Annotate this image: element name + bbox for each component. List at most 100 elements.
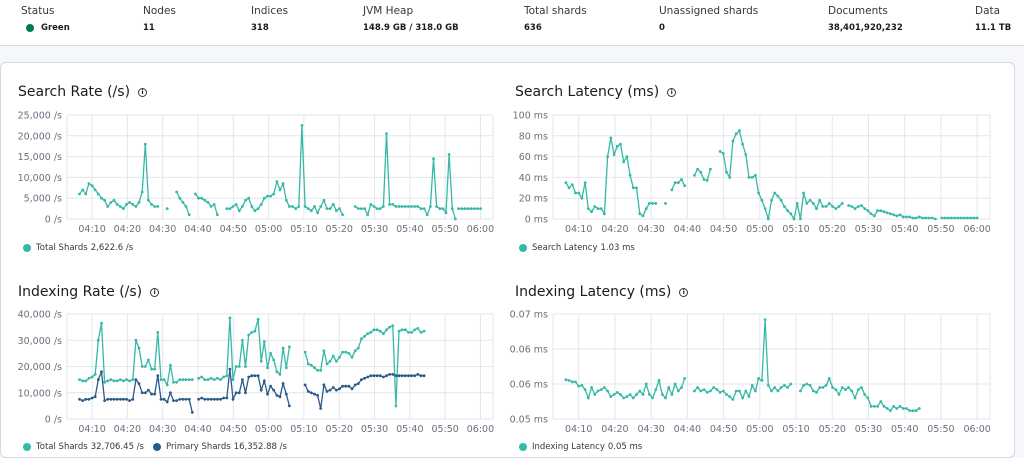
data-point <box>203 198 207 202</box>
x-tick-label: 05:20 <box>326 424 353 435</box>
info-icon[interactable]: i <box>150 287 160 297</box>
info-icon[interactable]: i <box>138 87 148 97</box>
data-point <box>200 375 204 379</box>
data-point <box>206 201 210 204</box>
data-point <box>125 203 128 206</box>
y-tick-label: 20 ms <box>519 194 548 205</box>
data-point <box>140 190 144 194</box>
data-point <box>934 217 937 221</box>
data-point <box>818 386 822 389</box>
data-point <box>190 411 194 414</box>
data-point <box>889 212 892 216</box>
data-point <box>847 204 850 207</box>
data-point <box>366 213 370 217</box>
data-point <box>172 399 175 402</box>
chart-0: 0 /s 5,000 /s 10,000 /s 15,000 /s 20,000 /s 2… <box>18 111 495 236</box>
data-point <box>112 379 116 383</box>
data-point <box>612 393 616 396</box>
data-point <box>702 178 706 181</box>
data-point <box>670 393 674 396</box>
x-tick-label: 05:00 <box>746 224 773 235</box>
x-tick-label: 05:40 <box>891 224 918 235</box>
data-point <box>184 378 188 381</box>
data-point <box>564 378 568 382</box>
stat-value-text: 11 <box>143 23 155 33</box>
data-point <box>407 374 410 378</box>
legend-item[interactable]: Indexing Latency 0.05 ms <box>519 442 642 452</box>
stat-value: 11.1 TB <box>975 23 1011 33</box>
data-point <box>895 407 899 410</box>
data-point <box>244 365 247 368</box>
data-point <box>81 188 85 192</box>
data-point <box>134 205 138 208</box>
data-point <box>228 207 232 211</box>
chart-title-text: Indexing Latency (ms) <box>515 284 672 300</box>
data-point <box>811 389 815 393</box>
data-point <box>586 207 590 211</box>
x-tick-label: 04:20 <box>114 224 141 235</box>
data-point <box>309 391 313 395</box>
data-point <box>259 359 263 363</box>
info-icon[interactable]: i <box>667 87 677 97</box>
data-point <box>147 388 150 392</box>
legend-item[interactable]: Primary Shards 16,352.88 /s <box>152 442 287 452</box>
y-tick-label: 0 /s <box>45 415 62 426</box>
data-point <box>96 338 100 342</box>
data-point <box>574 380 577 384</box>
data-point <box>676 181 680 185</box>
legend-item[interactable]: Search Latency 1.03 ms <box>519 243 635 253</box>
data-point <box>244 391 247 395</box>
data-point <box>570 380 574 384</box>
series-line <box>198 369 291 407</box>
data-point <box>178 196 182 200</box>
legend-item[interactable]: Total Shards 32,706.45 /s <box>23 442 144 452</box>
data-point <box>410 374 413 378</box>
data-point <box>153 205 157 208</box>
data-point <box>134 338 138 342</box>
data-point <box>84 397 88 401</box>
data-point <box>895 214 899 218</box>
stat-value-text: 0 <box>659 23 665 33</box>
info-icon[interactable]: i <box>679 287 689 297</box>
data-point <box>378 207 382 211</box>
data-point <box>100 370 103 374</box>
x-tick-label: 06:00 <box>467 224 494 235</box>
data-point <box>388 373 391 376</box>
data-point <box>219 397 222 401</box>
data-point <box>209 397 213 401</box>
data-point <box>90 396 94 400</box>
data-point <box>122 207 125 211</box>
data-point <box>159 397 163 401</box>
stat-value-text: 636 <box>524 23 542 33</box>
data-point <box>744 389 748 393</box>
data-point <box>216 397 219 401</box>
data-point <box>360 378 363 381</box>
legend-item[interactable]: Total Shards 2,622.6 /s <box>23 243 133 253</box>
stat-value-text: 38,401,920,232 <box>828 23 903 33</box>
data-point <box>165 400 169 404</box>
data-point <box>975 216 979 220</box>
data-point <box>469 207 473 211</box>
data-point <box>463 207 467 211</box>
data-point <box>622 396 626 400</box>
data-point <box>338 387 341 391</box>
data-point <box>447 153 451 156</box>
data-point <box>734 389 738 393</box>
data-point <box>606 155 609 159</box>
data-point <box>147 358 150 362</box>
data-point <box>403 374 407 378</box>
data-point <box>272 388 276 392</box>
data-point <box>375 328 379 332</box>
data-point <box>225 207 229 211</box>
data-point <box>331 354 335 358</box>
data-point <box>81 399 85 402</box>
data-point <box>203 397 207 401</box>
x-tick-label: 04:20 <box>601 224 628 235</box>
data-point <box>615 144 619 148</box>
data-point <box>664 396 667 400</box>
data-point <box>237 365 241 368</box>
data-point <box>363 376 366 380</box>
data-point <box>872 405 876 408</box>
data-point <box>247 333 251 337</box>
